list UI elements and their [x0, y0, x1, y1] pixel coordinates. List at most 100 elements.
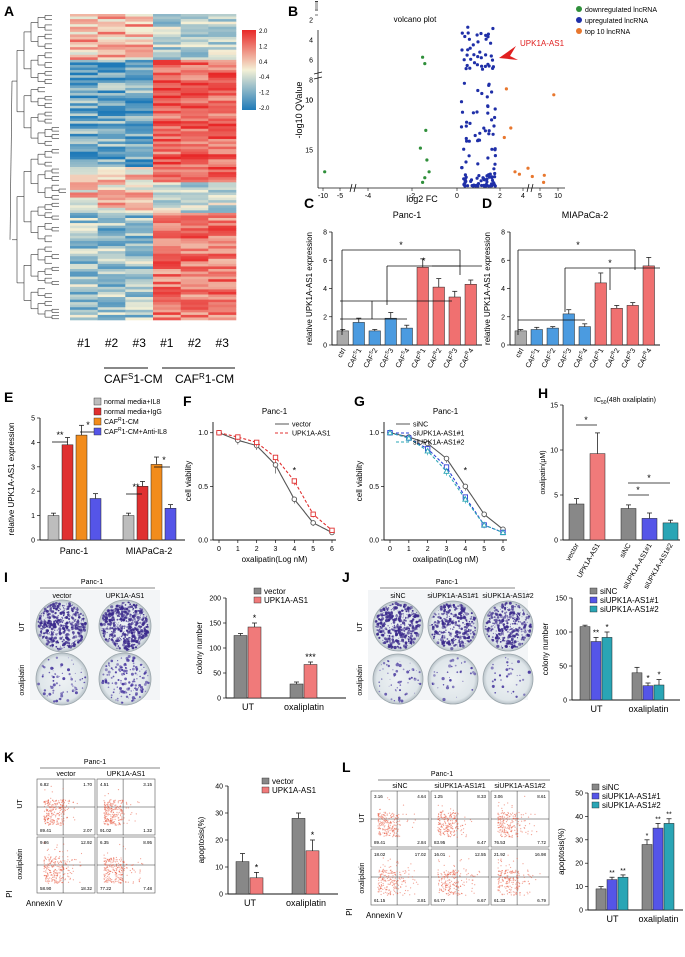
colony	[387, 672, 389, 674]
significance-star: ***	[305, 652, 316, 662]
legend-label: CAFR1-CM+Anti-IL8	[104, 427, 167, 436]
heatmap-cell	[180, 108, 209, 112]
colony	[459, 616, 463, 620]
event-dot	[59, 822, 61, 824]
colony	[118, 668, 121, 671]
colony	[123, 640, 126, 643]
colony	[120, 612, 124, 616]
colony	[106, 673, 109, 676]
event-dot	[51, 866, 53, 868]
colony	[507, 658, 509, 660]
event-dot	[46, 815, 49, 817]
heatmap-cell	[208, 228, 237, 232]
colony	[123, 633, 127, 636]
event-dot	[61, 808, 63, 811]
event-dot	[112, 866, 114, 868]
heatmap-cell	[153, 16, 181, 20]
event-dot	[68, 870, 70, 872]
colony	[463, 614, 465, 616]
colony	[399, 604, 402, 607]
heatmap-cell	[180, 274, 209, 277]
colony	[393, 609, 395, 611]
bar	[464, 284, 477, 346]
event-dot	[45, 858, 47, 861]
event-dot	[118, 800, 120, 802]
heatmap-cell	[208, 197, 237, 201]
heatmap-cell	[125, 100, 154, 104]
volcano-point	[484, 37, 488, 41]
heatmap-cell	[180, 49, 209, 53]
heatmap-cell	[208, 118, 237, 122]
colony	[376, 632, 380, 636]
event-dot	[388, 824, 390, 826]
colony	[493, 678, 497, 681]
colony	[517, 631, 519, 633]
colony	[390, 604, 392, 607]
colony	[123, 683, 125, 685]
event-dot	[107, 881, 109, 883]
colony	[409, 625, 411, 628]
y-tick-label: 30	[215, 811, 223, 818]
colony	[527, 670, 531, 674]
heatmap-row-dendrogram	[9, 15, 66, 320]
legend-swatch	[93, 397, 102, 406]
legend-swatch	[261, 786, 270, 794]
colony	[56, 604, 60, 608]
colony	[379, 609, 383, 613]
volcano-point	[475, 33, 479, 37]
event-dot	[384, 825, 386, 827]
colony	[54, 673, 56, 675]
colony	[55, 619, 57, 622]
colony	[385, 607, 389, 611]
colony	[411, 612, 413, 614]
colony	[140, 625, 143, 628]
image-title: Panc-1	[81, 579, 103, 586]
event-dot	[62, 860, 64, 862]
heatmap-cell	[180, 85, 209, 89]
colony	[52, 689, 55, 692]
heatmap-cell	[180, 138, 209, 142]
bar	[578, 326, 591, 346]
heatmap-cell	[153, 235, 181, 239]
colony	[127, 601, 130, 604]
colony	[433, 674, 436, 677]
heatmap-cell	[125, 218, 154, 221]
heatmap-cell	[125, 304, 154, 308]
colony	[52, 683, 56, 687]
event-dot	[72, 867, 74, 870]
event-dot	[118, 877, 120, 879]
event-dot	[67, 881, 70, 883]
colony	[493, 606, 496, 609]
event-dot	[67, 873, 69, 875]
heatmap-cell	[153, 294, 181, 298]
event-dot	[44, 857, 47, 860]
colony	[517, 660, 520, 664]
colony	[57, 641, 60, 644]
colony	[139, 628, 141, 630]
colony	[508, 629, 510, 631]
colony	[411, 622, 414, 624]
heatmap-cell	[153, 116, 181, 119]
colony	[487, 614, 490, 617]
colony	[48, 624, 50, 627]
colony	[448, 631, 450, 634]
colony	[399, 633, 403, 637]
colony	[508, 667, 511, 670]
event-dot	[121, 879, 123, 881]
heatmap-cell	[153, 215, 181, 219]
colony	[133, 633, 136, 636]
colony	[471, 635, 475, 639]
legend-label: UPK1A-AS1	[264, 596, 309, 605]
heatmap-cell	[153, 182, 181, 186]
volcano-x-tick-label: 0	[455, 193, 459, 200]
event-dot	[51, 861, 53, 863]
heatmap-cell	[208, 136, 237, 140]
heatmap-cell	[153, 161, 181, 165]
event-dot	[105, 811, 107, 814]
colony	[525, 634, 528, 637]
event-dot	[48, 803, 50, 805]
colony	[72, 644, 76, 648]
heatmap-cell	[70, 159, 98, 163]
heatmap-cell	[97, 256, 126, 260]
colony	[68, 602, 71, 606]
